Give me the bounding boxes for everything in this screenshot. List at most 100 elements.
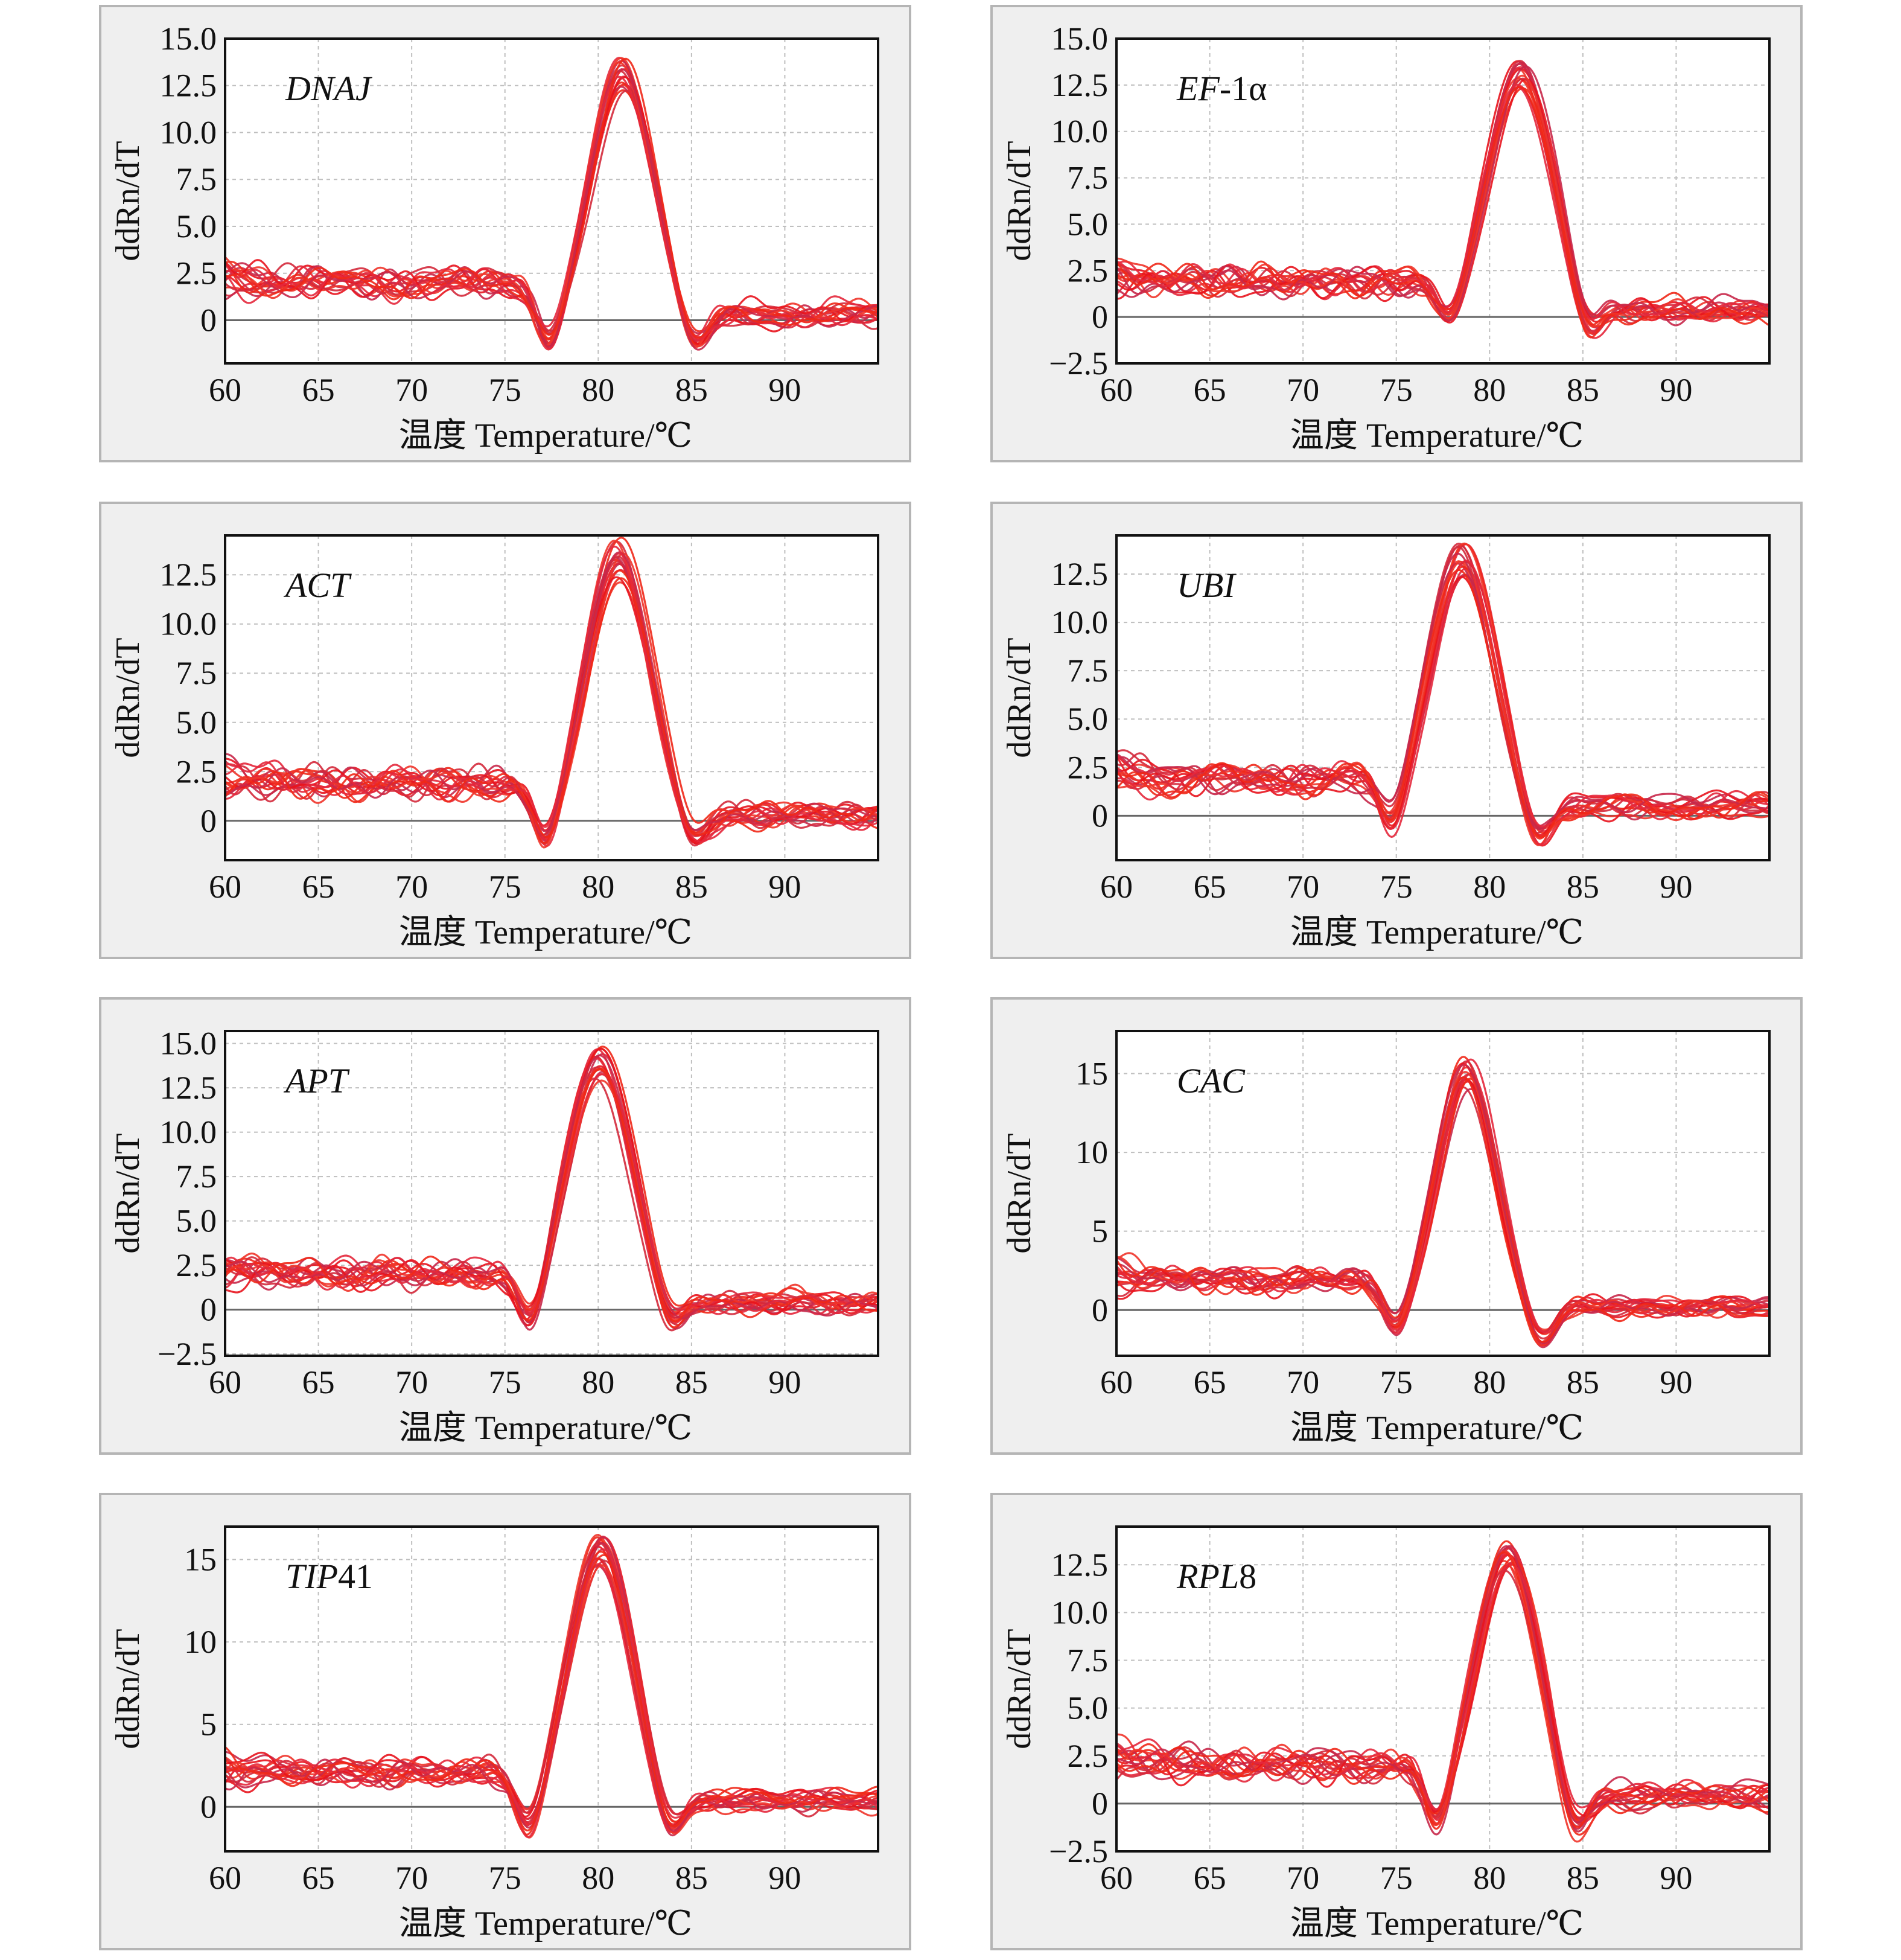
y-tick-label: 0 — [1092, 299, 1108, 335]
melt-curve-chart: 60 65 70 75 80 85 90 0 5 10 15 温度 Temperature/℃ ddRn… — [109, 1525, 879, 1942]
y-tick-label: 12.5 — [160, 1070, 217, 1106]
x-tick-label: 60 — [209, 1860, 241, 1896]
x-axis-label: 温度 Temperature/℃ — [399, 914, 692, 951]
y-tick-label: 5.0 — [176, 704, 217, 741]
x-tick-label: 60 — [209, 372, 241, 408]
x-tick-label: 75 — [1380, 1364, 1413, 1400]
y-tick-label: 10 — [1075, 1134, 1108, 1170]
melt-curve-series — [1116, 1551, 1769, 1828]
chart-panel-act: 60 65 70 75 80 85 90 0 2.5 5.0 7.5 10.0 12.5 温度 Tempe… — [99, 502, 911, 959]
chart-panel-cac: 60 65 70 75 80 85 90 0 5 10 15 温度 Temperature/℃ ddRn… — [990, 997, 1803, 1455]
gene-name: EF — [1176, 69, 1220, 108]
melt-curve-series — [225, 546, 878, 843]
y-tick-label: 5.0 — [1068, 206, 1109, 242]
y-tick-label: 5.0 — [176, 208, 217, 244]
y-tick-label: 10.0 — [160, 114, 217, 150]
x-tick-label: 80 — [582, 1860, 614, 1896]
y-tick-label: 15.0 — [160, 21, 217, 57]
melt-curve-series — [1116, 1058, 1769, 1335]
curve-group — [225, 57, 878, 351]
x-tick-label: 70 — [1287, 869, 1319, 905]
y-tick-label: 0 — [200, 803, 217, 839]
x-tick-label: 75 — [1380, 1860, 1413, 1896]
curve-group — [1116, 60, 1769, 339]
x-tick-label: 70 — [395, 1364, 428, 1400]
x-tick-label: 90 — [768, 1364, 801, 1400]
x-tick-label: 80 — [1473, 1860, 1506, 1896]
x-tick-label: 75 — [1380, 372, 1413, 408]
melt-curve-series — [225, 1068, 878, 1323]
melt-curve-chart: 60 65 70 75 80 85 90 0 2.5 5.0 7.5 10.0 12.5 温度 Tempe… — [1001, 534, 1771, 951]
x-tick-label: 85 — [1567, 1364, 1599, 1400]
y-tick-label: 2.5 — [176, 753, 217, 790]
x-tick-label: 85 — [675, 869, 708, 905]
x-tick-label: 80 — [1473, 1364, 1506, 1400]
x-tick-label: 70 — [1287, 1364, 1319, 1400]
y-tick-label: 10.0 — [160, 1114, 217, 1151]
x-axis-label: 温度 Temperature/℃ — [1290, 914, 1584, 951]
x-axis-label: 温度 Temperature/℃ — [399, 1409, 692, 1447]
gene-label: RPL8 — [1176, 1557, 1256, 1596]
chart-panel-rpl8: 60 65 70 75 80 85 90 −2.5 0 2.5 5.0 7.5 10.0 12.5 温度 T… — [990, 1493, 1803, 1950]
x-tick-label: 80 — [582, 372, 614, 408]
melt-curve-series — [225, 551, 878, 832]
melt-curve-series — [1116, 560, 1769, 830]
x-tick-label: 65 — [302, 1364, 335, 1400]
y-tick-label: 12.5 — [1051, 556, 1109, 592]
gene-label: DNAJ — [285, 69, 373, 108]
gene-suffix: 8 — [1239, 1557, 1256, 1596]
x-tick-label: 90 — [768, 869, 801, 905]
y-tick-label: 7.5 — [176, 161, 217, 197]
x-tick-label: 75 — [489, 1364, 521, 1400]
gene-name: APT — [283, 1061, 350, 1100]
plot-frame — [1115, 1525, 1771, 1853]
chart-panel-apt: 60 65 70 75 80 85 90 −2.5 0 2.5 5.0 7.5 10.0 12.5 15.0… — [99, 997, 911, 1455]
curve-group — [225, 1045, 878, 1332]
plot-frame — [1115, 1030, 1771, 1357]
y-tick-label: 12.5 — [1051, 1547, 1109, 1583]
gene-label: UBI — [1177, 566, 1237, 605]
melt-curve-series — [225, 577, 878, 838]
y-axis-label: ddRn/dT — [1001, 141, 1038, 261]
y-tick-label: 15 — [184, 1542, 217, 1578]
melt-curve-series — [225, 75, 878, 342]
x-tick-label: 85 — [675, 1860, 708, 1896]
y-axis-label: ddRn/dT — [1001, 1133, 1038, 1253]
y-tick-label: 5 — [1092, 1213, 1108, 1250]
gene-suffix: -1α — [1220, 69, 1267, 108]
y-tick-label: 0 — [200, 1292, 217, 1328]
curve-group — [1116, 1056, 1769, 1349]
plot-frame — [1115, 37, 1771, 365]
y-tick-label: 10.0 — [1051, 1594, 1109, 1630]
y-axis-label: ddRn/dT — [109, 141, 147, 261]
melt-curve-series — [225, 1054, 878, 1324]
y-tick-label: 7.5 — [1068, 160, 1109, 196]
x-tick-label: 90 — [1660, 869, 1692, 905]
y-tick-label: 2.5 — [1068, 252, 1109, 289]
y-axis-label: ddRn/dT — [109, 1133, 147, 1253]
y-tick-label: 2.5 — [1068, 1738, 1109, 1774]
melt-curve-series — [225, 569, 878, 848]
gene-label: EF-1α — [1176, 69, 1267, 108]
plot-frame — [1115, 534, 1771, 861]
x-tick-label: 90 — [768, 1860, 801, 1896]
melt-curve-series — [1116, 1076, 1769, 1343]
plot-frame — [224, 534, 879, 861]
x-tick-label: 75 — [489, 1860, 521, 1896]
x-tick-label: 70 — [1287, 1860, 1319, 1896]
x-tick-label: 65 — [1194, 1364, 1226, 1400]
x-tick-label: 90 — [768, 372, 801, 408]
y-tick-label: 5.0 — [176, 1203, 217, 1239]
x-tick-label: 85 — [675, 1364, 708, 1400]
gene-suffix: 41 — [338, 1557, 373, 1596]
x-tick-label: 80 — [1473, 372, 1506, 408]
y-tick-label: −2.5 — [158, 1336, 217, 1372]
x-tick-label: 65 — [302, 372, 335, 408]
melt-curve-series — [1116, 569, 1769, 838]
y-tick-label: 0 — [200, 302, 217, 338]
x-tick-label: 85 — [1567, 1860, 1599, 1896]
curve-group — [1116, 1540, 1769, 1843]
y-tick-label: 2.5 — [1068, 749, 1109, 785]
curve-group — [225, 537, 878, 849]
melt-curve-series — [225, 1073, 878, 1319]
